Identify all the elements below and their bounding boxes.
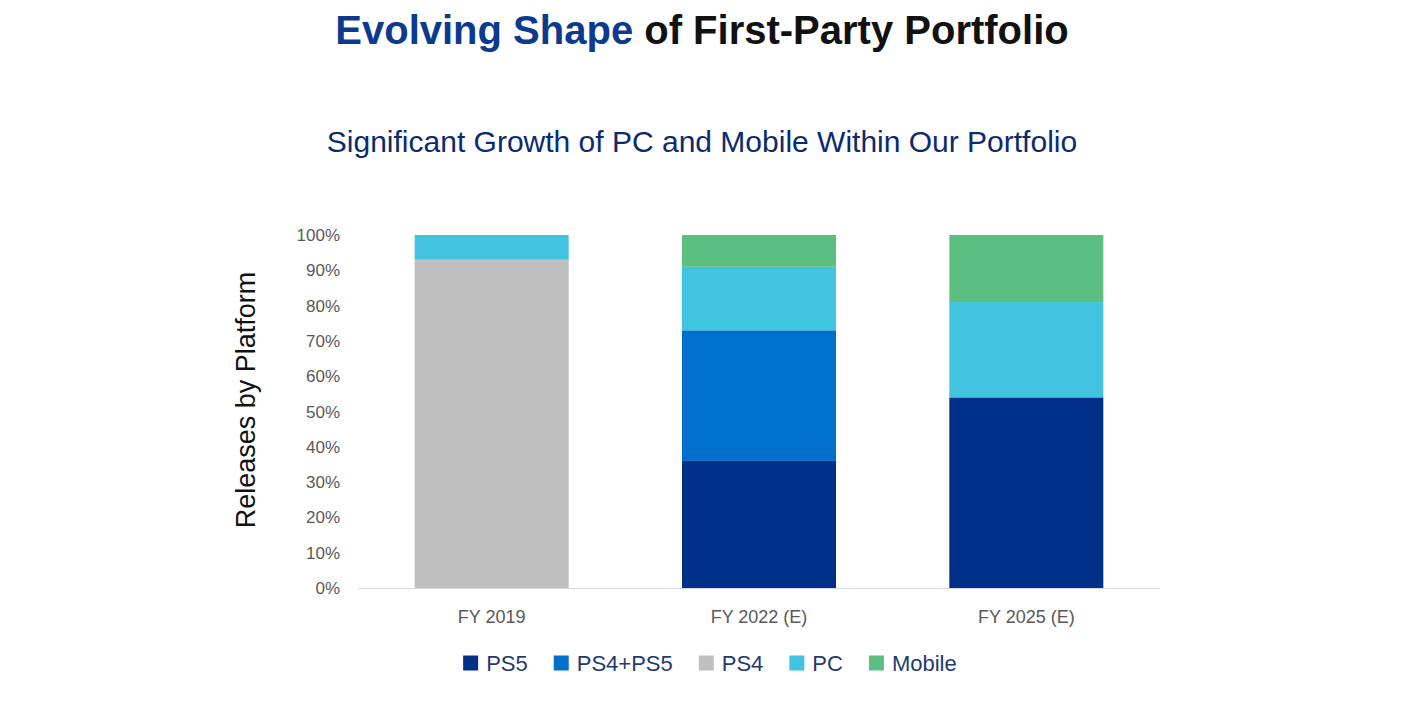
bar-segment	[415, 235, 569, 260]
y-tick-label: 80%	[306, 297, 340, 316]
x-tick-label: FY 2025 (E)	[978, 607, 1075, 627]
x-tick-label: FY 2019	[458, 607, 526, 627]
y-tick-label: 30%	[306, 473, 340, 492]
bar-segment	[949, 302, 1103, 397]
y-tick	[354, 235, 358, 236]
chart: Evolving Shape of First-Party Portfolio S…	[0, 0, 1404, 702]
bar-segment	[682, 235, 836, 267]
y-tick-label: 100%	[297, 226, 340, 245]
legend-swatch	[869, 656, 884, 671]
bar-segment	[415, 260, 569, 588]
y-tick-label: 10%	[306, 544, 340, 563]
legend-label: PS4	[722, 651, 764, 676]
y-tick-label: 20%	[306, 508, 340, 527]
bar-segment	[415, 235, 569, 236]
y-tick-label: 70%	[306, 332, 340, 351]
legend-swatch	[554, 656, 569, 671]
y-axis-label: Releases by Platform	[231, 272, 261, 529]
y-tick-label: 40%	[306, 438, 340, 457]
bar-segment	[949, 397, 1103, 588]
y-tick	[354, 340, 358, 341]
y-tick	[354, 588, 358, 589]
legend-label: PS5	[486, 651, 528, 676]
bar-segment	[949, 235, 1103, 302]
y-tick-label: 60%	[306, 367, 340, 386]
y-tick-label: 90%	[306, 261, 340, 280]
bar-segment	[682, 267, 836, 331]
y-tick	[354, 376, 358, 377]
y-tick	[354, 482, 358, 483]
y-tick-label: 0%	[315, 579, 340, 598]
legend-swatch	[789, 656, 804, 671]
title-rest: of First-Party Portfolio	[644, 8, 1068, 52]
title-highlight: Evolving Shape	[335, 8, 644, 52]
legend-label: PS4+PS5	[577, 651, 673, 676]
y-tick-label: 50%	[306, 403, 340, 422]
legend: PS5 PS4+PS5 PS4 PC Mobile	[463, 651, 957, 676]
bar-segment	[682, 461, 836, 588]
legend-swatch	[463, 656, 478, 671]
x-tick-label: FY 2022 (E)	[711, 607, 808, 627]
title: Evolving Shape of First-Party Portfolio	[335, 8, 1068, 52]
x-axis-line	[358, 588, 1160, 589]
y-tick	[354, 552, 358, 553]
bars	[415, 235, 1104, 588]
y-tick	[354, 270, 358, 271]
legend-label: Mobile	[892, 651, 957, 676]
y-tick	[354, 305, 358, 306]
y-tick	[354, 517, 358, 518]
y-tick	[354, 446, 358, 447]
subtitle: Significant Growth of PC and Mobile With…	[327, 125, 1077, 158]
legend-label: PC	[812, 651, 843, 676]
legend-swatch	[699, 656, 714, 671]
bar-segment	[682, 330, 836, 461]
y-tick	[354, 411, 358, 412]
